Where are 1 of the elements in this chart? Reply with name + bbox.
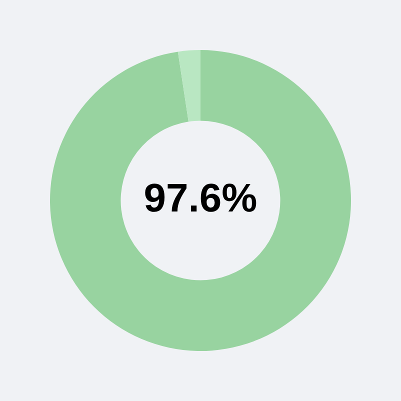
text: 97.6% — [144, 176, 258, 221]
